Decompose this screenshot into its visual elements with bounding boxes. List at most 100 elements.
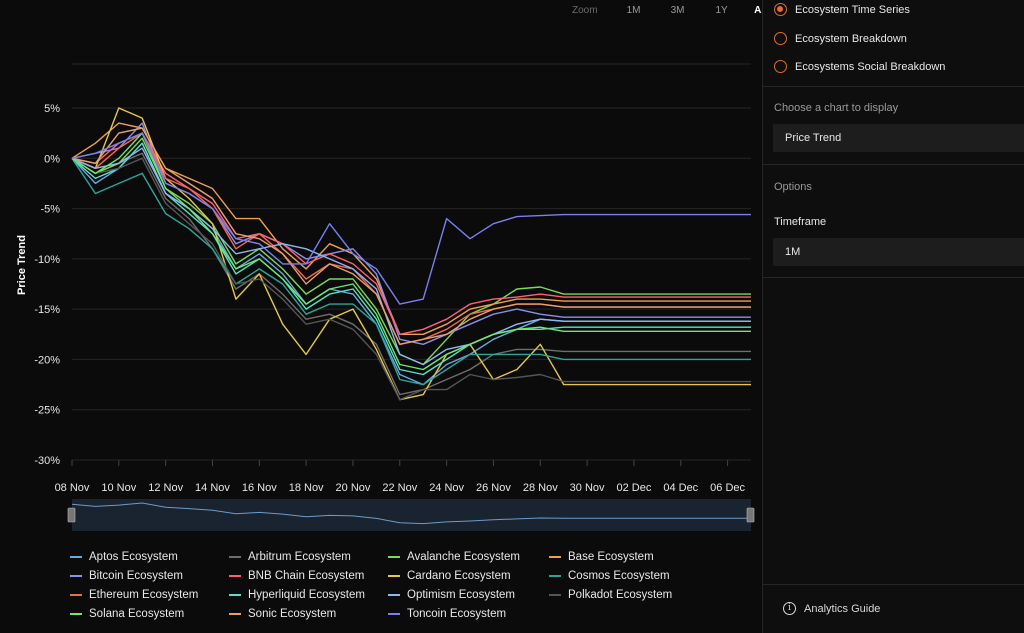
series-line[interactable]	[71, 132, 751, 345]
choose-chart-label: Choose a chart to display	[774, 102, 899, 114]
chart-panel: 5% 0% -5% -10% -15% -20% -25% -30% 08 Nov 10 Nov…	[0, 0, 774, 633]
legend-item[interactable]: Avalanche Ecosystem	[388, 548, 549, 566]
y-tick-label: -5%	[40, 204, 60, 216]
series-lines	[71, 107, 751, 401]
legend-label: Bitcoin Ecosystem	[89, 570, 183, 582]
x-tick-label: 24 Nov	[429, 482, 464, 494]
legend-label: Solana Ecosystem	[89, 608, 185, 620]
chart-legend: Aptos Ecosystem Arbitrum Ecosystem Avalanc…	[70, 548, 709, 623]
series-line[interactable]	[71, 122, 751, 345]
y-tick-label: -10%	[34, 254, 60, 266]
divider	[763, 164, 1024, 165]
radio-label: Ecosystem Time Series	[795, 3, 910, 16]
legend-swatch	[70, 594, 82, 596]
x-axis-ticks: 08 Nov 10 Nov 12 Nov 14 Nov 16 Nov 18 Nov 20 N…	[55, 460, 746, 494]
legend-label: Toncoin Ecosystem	[407, 608, 507, 620]
legend-swatch	[229, 556, 241, 558]
legend-swatch	[70, 575, 82, 577]
y-tick-label: -25%	[34, 405, 60, 417]
y-tick-label: -30%	[34, 455, 60, 467]
navigator-line	[71, 502, 751, 525]
legend-item[interactable]: Solana Ecosystem	[70, 605, 229, 623]
legend-swatch	[229, 594, 241, 596]
legend-item[interactable]: Ethereum Ecosystem	[70, 586, 229, 604]
series-line[interactable]	[71, 152, 751, 396]
radio-unchecked-icon	[774, 60, 787, 73]
x-tick-label: 26 Nov	[476, 482, 511, 494]
legend-item[interactable]: Cosmos Ecosystem	[549, 567, 709, 585]
navigator-right-handle[interactable]	[746, 507, 755, 523]
divider	[763, 584, 1024, 585]
zoom-1y-button[interactable]: 1Y	[715, 5, 728, 16]
radio-ecosystems-social-breakdown[interactable]: Ecosystems Social Breakdown	[774, 60, 945, 73]
legend-item[interactable]: Optimism Ecosystem	[388, 586, 549, 604]
chart-select[interactable]: Price Trend	[773, 124, 1024, 152]
price-trend-chart: 5% 0% -5% -10% -15% -20% -25% -30% 08 Nov 10 Nov…	[16, 63, 755, 531]
x-tick-label: 06 Dec	[710, 482, 745, 494]
radio-ecosystem-breakdown[interactable]: Ecosystem Breakdown	[774, 32, 907, 45]
legend-item[interactable]: BNB Chain Ecosystem	[229, 567, 388, 585]
radio-unchecked-icon	[774, 32, 787, 45]
x-tick-label: 08 Nov	[55, 482, 90, 494]
legend-item[interactable]: Hyperliquid Ecosystem	[229, 586, 388, 604]
legend-label: Ethereum Ecosystem	[89, 589, 199, 601]
legend-swatch	[388, 594, 400, 596]
legend-swatch	[388, 613, 400, 615]
radio-label: Ecosystems Social Breakdown	[795, 60, 946, 73]
legend-item[interactable]: Arbitrum Ecosystem	[229, 548, 388, 566]
zoom-3m-button[interactable]: 3M	[670, 5, 685, 16]
legend-item[interactable]: Aptos Ecosystem	[70, 548, 229, 566]
legend-label: Hyperliquid Ecosystem	[248, 589, 365, 601]
range-navigator[interactable]	[67, 499, 755, 531]
navigator-left-handle[interactable]	[67, 507, 76, 523]
x-tick-label: 04 Dec	[663, 482, 698, 494]
radio-checked-icon	[774, 3, 787, 16]
legend-label: Aptos Ecosystem	[89, 551, 178, 563]
x-tick-label: 20 Nov	[336, 482, 371, 494]
series-line[interactable]	[71, 157, 751, 401]
series-line[interactable]	[71, 147, 751, 366]
zoom-1m-button[interactable]: 1M	[626, 5, 641, 16]
legend-item[interactable]: Toncoin Ecosystem	[388, 605, 549, 623]
analytics-guide-link[interactable]: i Analytics Guide	[783, 602, 880, 615]
legend-item[interactable]: Bitcoin Ecosystem	[70, 567, 229, 585]
legend-label: Optimism Ecosystem	[407, 589, 515, 601]
series-line[interactable]	[71, 127, 751, 345]
legend-swatch	[229, 613, 241, 615]
legend-swatch	[229, 575, 241, 577]
series-line[interactable]	[71, 132, 751, 305]
radio-ecosystem-time-series[interactable]: Ecosystem Time Series	[774, 3, 910, 16]
navigator-background	[72, 499, 751, 531]
series-line[interactable]	[71, 107, 751, 401]
legend-item[interactable]: Base Ecosystem	[549, 548, 709, 566]
legend-item[interactable]: Cardano Ecosystem	[388, 567, 549, 585]
divider	[763, 86, 1024, 87]
series-line[interactable]	[71, 122, 751, 335]
y-tick-label: 5%	[44, 103, 60, 115]
legend-swatch	[549, 556, 561, 558]
series-line[interactable]	[71, 132, 751, 335]
series-line[interactable]	[71, 132, 751, 371]
legend-label: Polkadot Ecosystem	[568, 589, 673, 601]
zoom-label: Zoom	[572, 5, 598, 16]
legend-label: BNB Chain Ecosystem	[248, 570, 365, 582]
legend-swatch	[388, 575, 400, 577]
grid-lines	[72, 63, 751, 461]
divider	[763, 277, 1024, 278]
x-tick-label: 14 Nov	[195, 482, 230, 494]
y-axis-ticks: 5% 0% -5% -10% -15% -20% -25% -30%	[34, 103, 60, 467]
legend-item[interactable]: Polkadot Ecosystem	[549, 586, 709, 604]
timeframe-select[interactable]: 1M	[773, 238, 1024, 266]
series-line[interactable]	[71, 157, 751, 386]
y-tick-label: 0%	[44, 153, 60, 165]
legend-swatch	[70, 613, 82, 615]
y-axis-label: Price Trend	[16, 235, 28, 295]
legend-label: Cosmos Ecosystem	[568, 570, 670, 582]
legend-swatch	[549, 594, 561, 596]
info-icon: i	[783, 602, 796, 615]
timeframe-label: Timeframe	[774, 216, 827, 228]
y-tick-label: -20%	[34, 354, 60, 366]
legend-item[interactable]: Sonic Ecosystem	[229, 605, 388, 623]
legend-label: Cardano Ecosystem	[407, 570, 511, 582]
x-tick-label: 22 Nov	[382, 482, 417, 494]
